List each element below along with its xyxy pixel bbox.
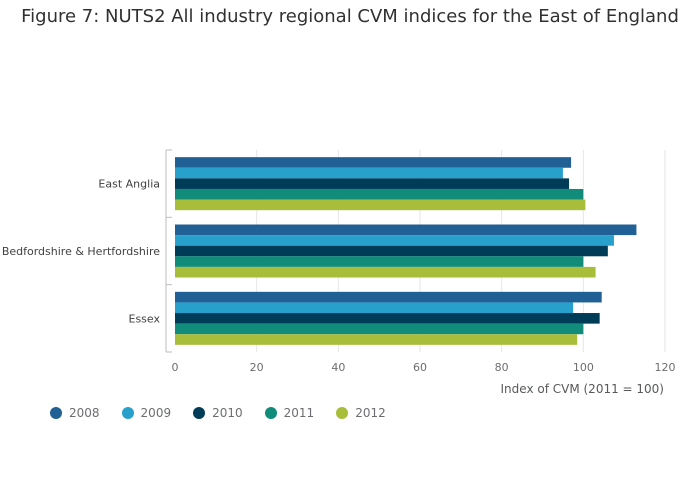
legend-swatch	[193, 407, 206, 419]
bar-2010[interactable]	[175, 178, 570, 189]
bar-2011[interactable]	[175, 256, 584, 267]
bar-2009[interactable]	[175, 235, 614, 246]
x-tick-label: 20	[250, 361, 264, 374]
legend: 2008 2009 2010 2011 2012	[50, 406, 408, 420]
category-label: Essex	[129, 312, 161, 325]
legend-label: 2011	[283, 406, 315, 420]
legend-swatch	[264, 407, 277, 419]
x-axis-title: Index of CVM (2011 = 100)	[501, 382, 664, 396]
legend-label: 2008	[69, 406, 100, 420]
bar-2008[interactable]	[175, 291, 602, 303]
bar-2008[interactable]	[175, 157, 572, 168]
x-tick-label: 0	[172, 361, 179, 374]
bar-2012[interactable]	[175, 199, 586, 211]
legend-label: 2012	[355, 406, 386, 420]
x-tick-label: 120	[655, 361, 676, 374]
x-tick-label: 40	[331, 361, 345, 374]
legend-item[interactable]: 2008	[50, 406, 100, 420]
bar-2009[interactable]	[175, 302, 574, 314]
legend-swatch	[336, 407, 349, 419]
legend-item[interactable]: 2012	[336, 406, 386, 420]
legend-item[interactable]: 2010	[193, 406, 243, 420]
y-axis: East Anglia Bedfordshire & Hertfordshire E…	[2, 149, 172, 353]
legend-label: 2009	[140, 406, 172, 420]
x-axis-ticks: 0 20 40 60 80 100 120	[172, 361, 676, 374]
x-tick-label: 60	[413, 361, 427, 374]
bar-2010[interactable]	[175, 245, 608, 257]
category-label: Bedfordshire & Hertfordshire	[2, 245, 160, 258]
bar-2009[interactable]	[175, 167, 563, 179]
bar-2008[interactable]	[175, 224, 637, 236]
bar-2012[interactable]	[175, 266, 596, 278]
bar-2010[interactable]	[175, 313, 600, 324]
bar-2011[interactable]	[175, 323, 584, 335]
legend-item[interactable]: 2009	[121, 406, 172, 420]
x-tick-label: 100	[573, 361, 594, 374]
category-label: East Anglia	[98, 178, 160, 191]
x-tick-label: 80	[495, 361, 509, 374]
legend-item[interactable]: 2011	[264, 406, 315, 420]
legend-swatch	[121, 407, 134, 419]
chart-title: Figure 7: NUTS2 All industry regional CV…	[21, 6, 679, 27]
legend-swatch	[50, 407, 62, 419]
bar-2011[interactable]	[175, 188, 584, 200]
legend-label: 2010	[212, 406, 243, 420]
bar-2012[interactable]	[175, 334, 578, 345]
bars	[175, 157, 637, 345]
